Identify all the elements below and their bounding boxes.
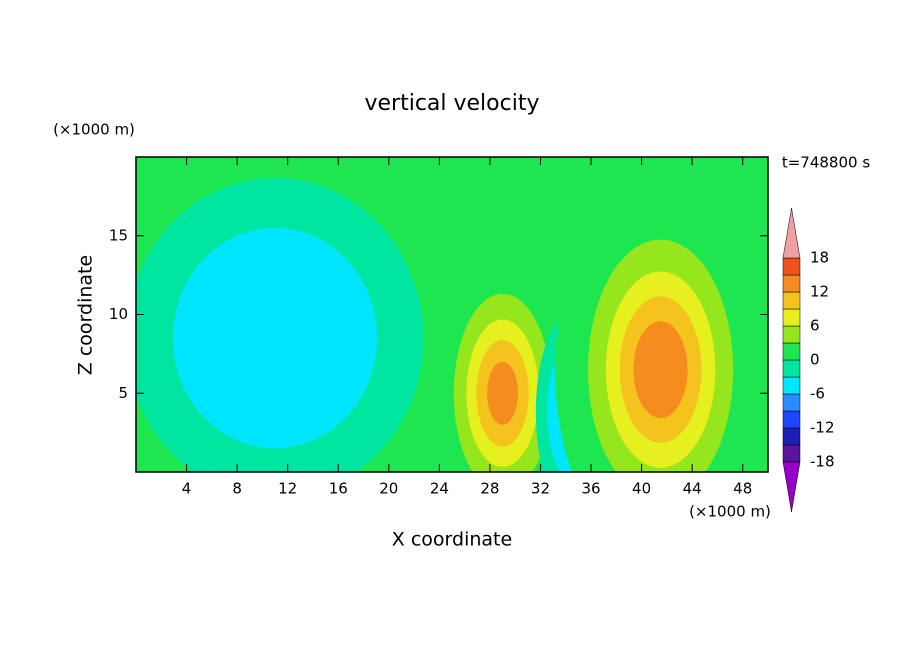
colorbar-box	[782, 325, 801, 344]
colorbar-box	[782, 359, 801, 378]
y-axis-label: Z coordinate	[75, 255, 97, 375]
colorbar-box	[782, 308, 801, 327]
x-tick-label: 20	[379, 480, 398, 498]
x-tick-label: 16	[329, 480, 348, 498]
colorbar-box	[782, 427, 801, 446]
colorbar-box	[782, 257, 801, 276]
x-tick-label: 36	[581, 480, 600, 498]
y-tick-label: 5	[118, 384, 128, 402]
x-unit: (×1000 m)	[689, 503, 771, 521]
colorbar-tick-label: 12	[810, 283, 829, 301]
x-tick-label: 24	[430, 480, 449, 498]
y-unit: (×1000 m)	[53, 121, 135, 139]
colorbar-tick-label: -18	[810, 453, 835, 471]
x-axis-label: X coordinate	[392, 529, 512, 551]
colorbar-box	[782, 444, 801, 463]
x-tick-label: 40	[632, 480, 651, 498]
colorbar-tick-label: 0	[810, 351, 820, 369]
colorbar-extend-low	[782, 461, 801, 513]
colorbar-box	[782, 376, 801, 395]
x-tick-label: 44	[683, 480, 702, 498]
colorbar-box	[782, 393, 801, 412]
colorbar-box	[782, 410, 801, 429]
colorbar-box	[782, 342, 801, 361]
x-tick-label: 4	[182, 480, 192, 498]
x-tick-label: 32	[531, 480, 550, 498]
x-tick-label: 28	[480, 480, 499, 498]
y-tick-label: 15	[109, 226, 128, 244]
x-tick-label: 12	[278, 480, 297, 498]
x-tick-label: 8	[232, 480, 242, 498]
colorbar-tick-label: -6	[810, 385, 825, 403]
colorbar-tick-label: 18	[810, 249, 829, 267]
contour-band	[633, 321, 688, 419]
contour-band	[172, 227, 378, 449]
contour-band	[487, 361, 519, 425]
y-tick-label: 10	[109, 305, 128, 323]
colorbar-box	[782, 274, 801, 293]
colorbar-tick-label: 6	[810, 317, 820, 335]
colorbar-tick-label: -12	[810, 419, 835, 437]
colorbar-box	[782, 291, 801, 310]
colorbar-extend-high	[782, 207, 801, 259]
contour-field	[136, 157, 768, 472]
x-tick-label: 48	[733, 480, 752, 498]
chart-title: vertical velocity	[364, 91, 539, 116]
time-label: t=748800 s	[782, 154, 870, 172]
